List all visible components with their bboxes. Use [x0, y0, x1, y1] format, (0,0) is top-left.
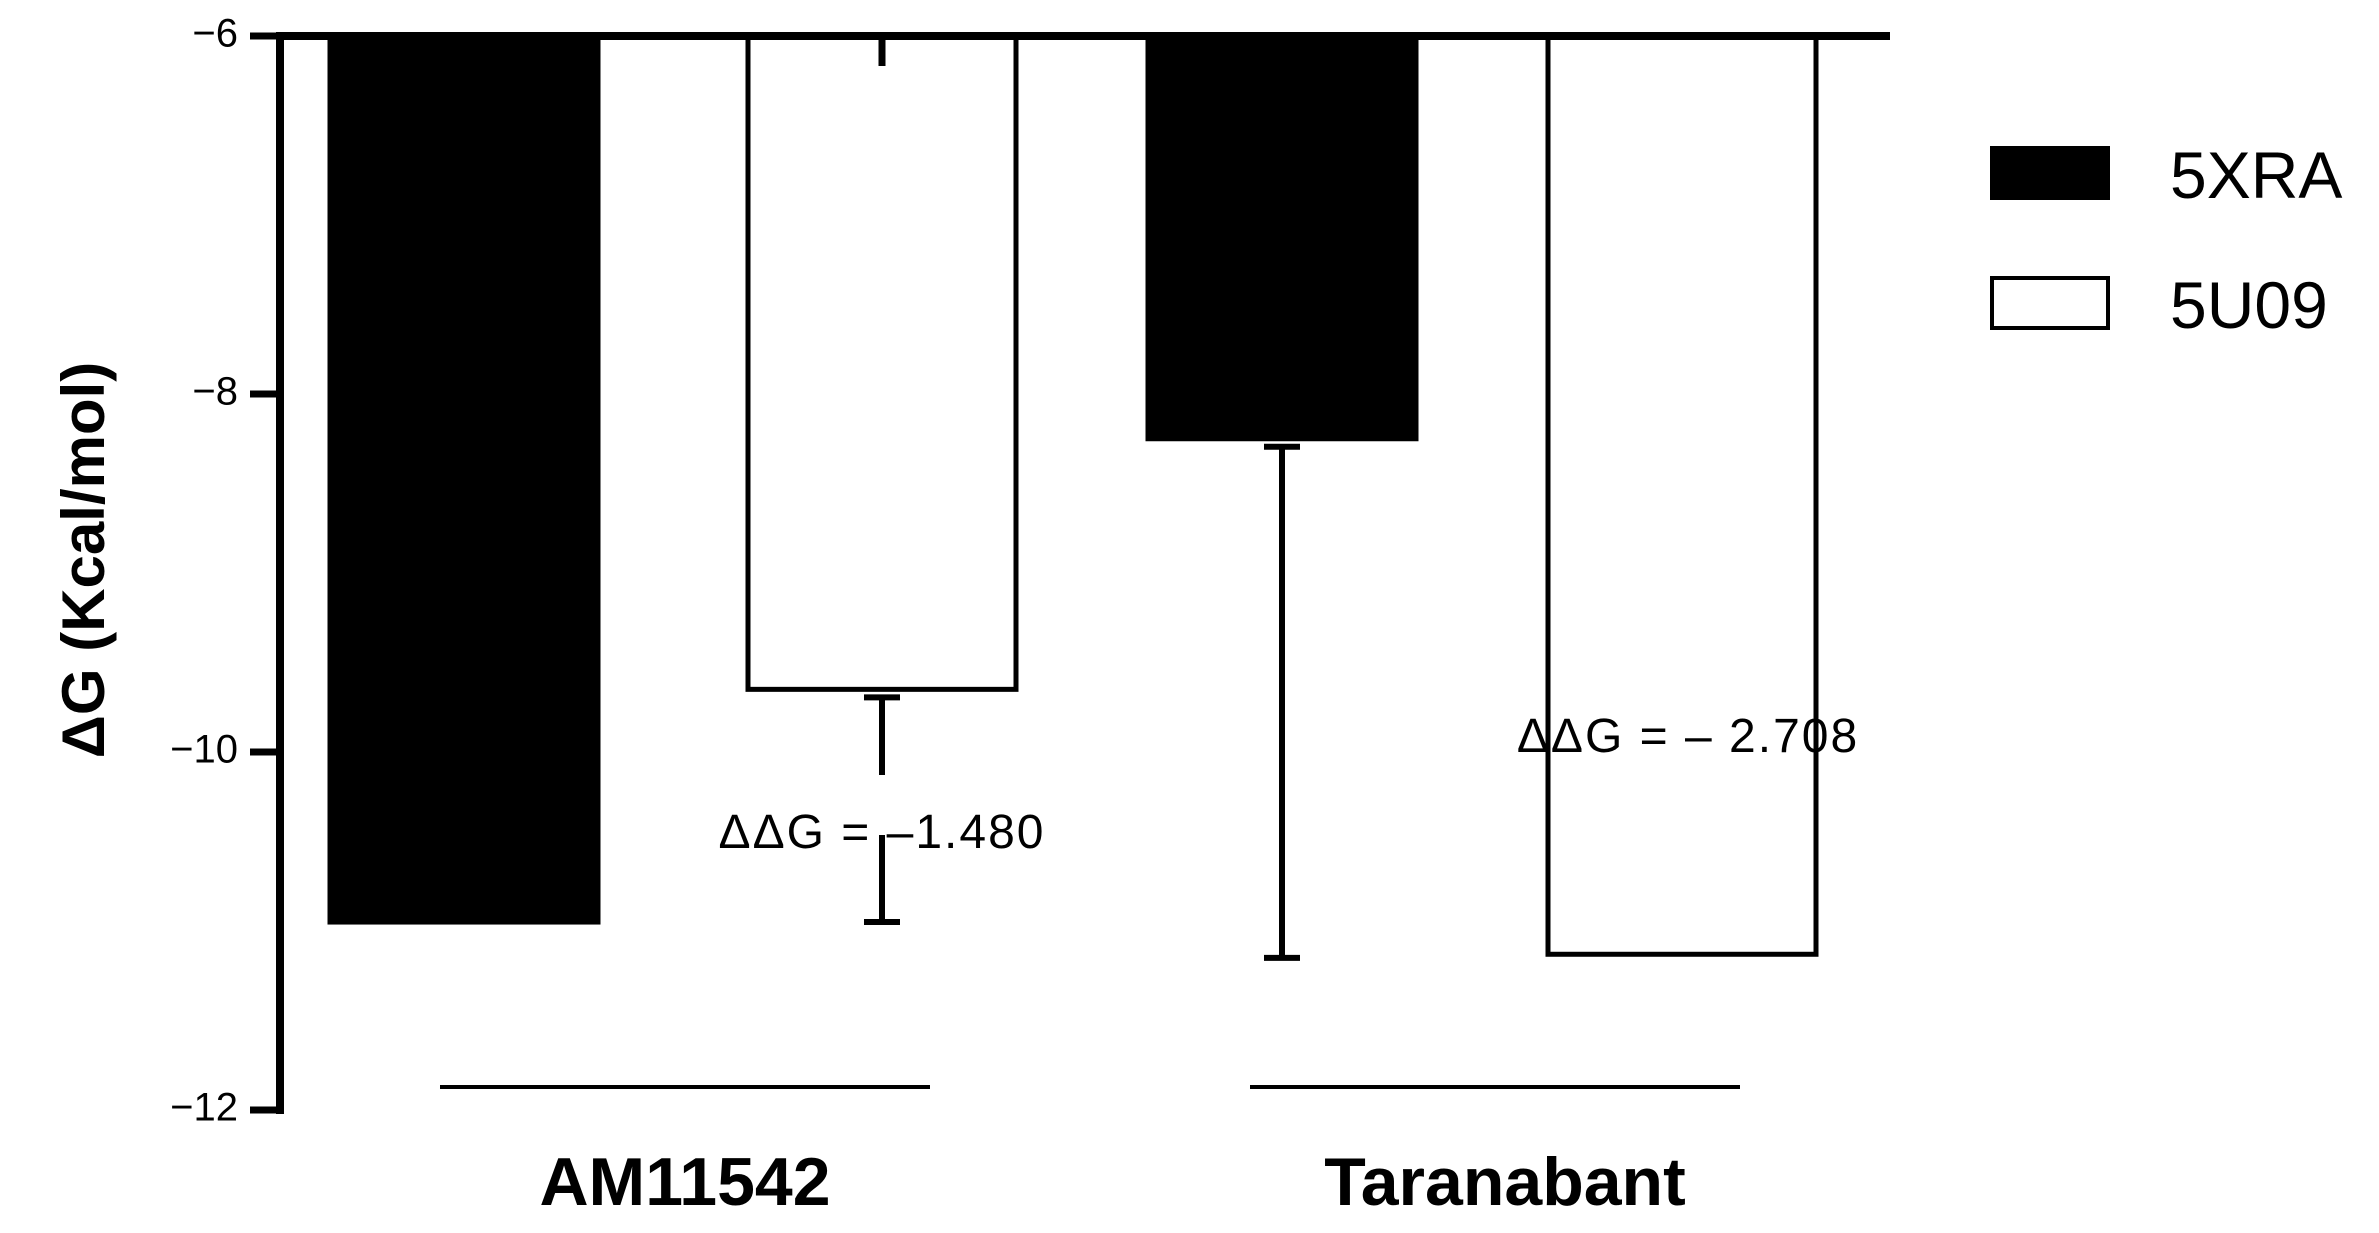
y-tick-label-0: −6	[192, 12, 238, 56]
annotation-gap-taranabant	[1680, 680, 1740, 790]
legend-label-5u09: 5U09	[2170, 268, 2328, 342]
category-label-am11542: AM11542	[539, 1144, 830, 1220]
legend-swatch-5xra	[1990, 146, 2110, 200]
legend-swatch-5u09	[1990, 276, 2110, 330]
y-tick-label-3: −12	[170, 1086, 238, 1130]
y-tick-label-1: −8	[192, 370, 238, 414]
legend: 5XRA 5U09	[1990, 138, 2342, 342]
bar-5u09-am11542	[745, 33, 1019, 692]
bar-5xra-taranabant	[1145, 33, 1419, 442]
ddg-annotation-am11542: ΔΔG = –1.480	[719, 806, 1046, 859]
annotation-gap-am11542	[860, 775, 910, 835]
bars-layer	[327, 33, 1819, 957]
ddg-annotation-taranabant: ΔΔG = – 2.708	[1517, 710, 1859, 763]
y-axis-title: ΔG (Kcal/mol)	[50, 362, 117, 759]
axes-layer: −6 −8 −10 −12	[170, 12, 1890, 1130]
error-bars-layer	[860, 36, 1740, 961]
legend-label-5xra: 5XRA	[2170, 138, 2342, 212]
bar-5xra-am11542	[327, 33, 601, 925]
y-tick-label-2: −10	[170, 728, 238, 772]
category-label-taranabant: Taranabant	[1324, 1144, 1685, 1220]
bar-5u09-taranabant	[1545, 33, 1819, 957]
